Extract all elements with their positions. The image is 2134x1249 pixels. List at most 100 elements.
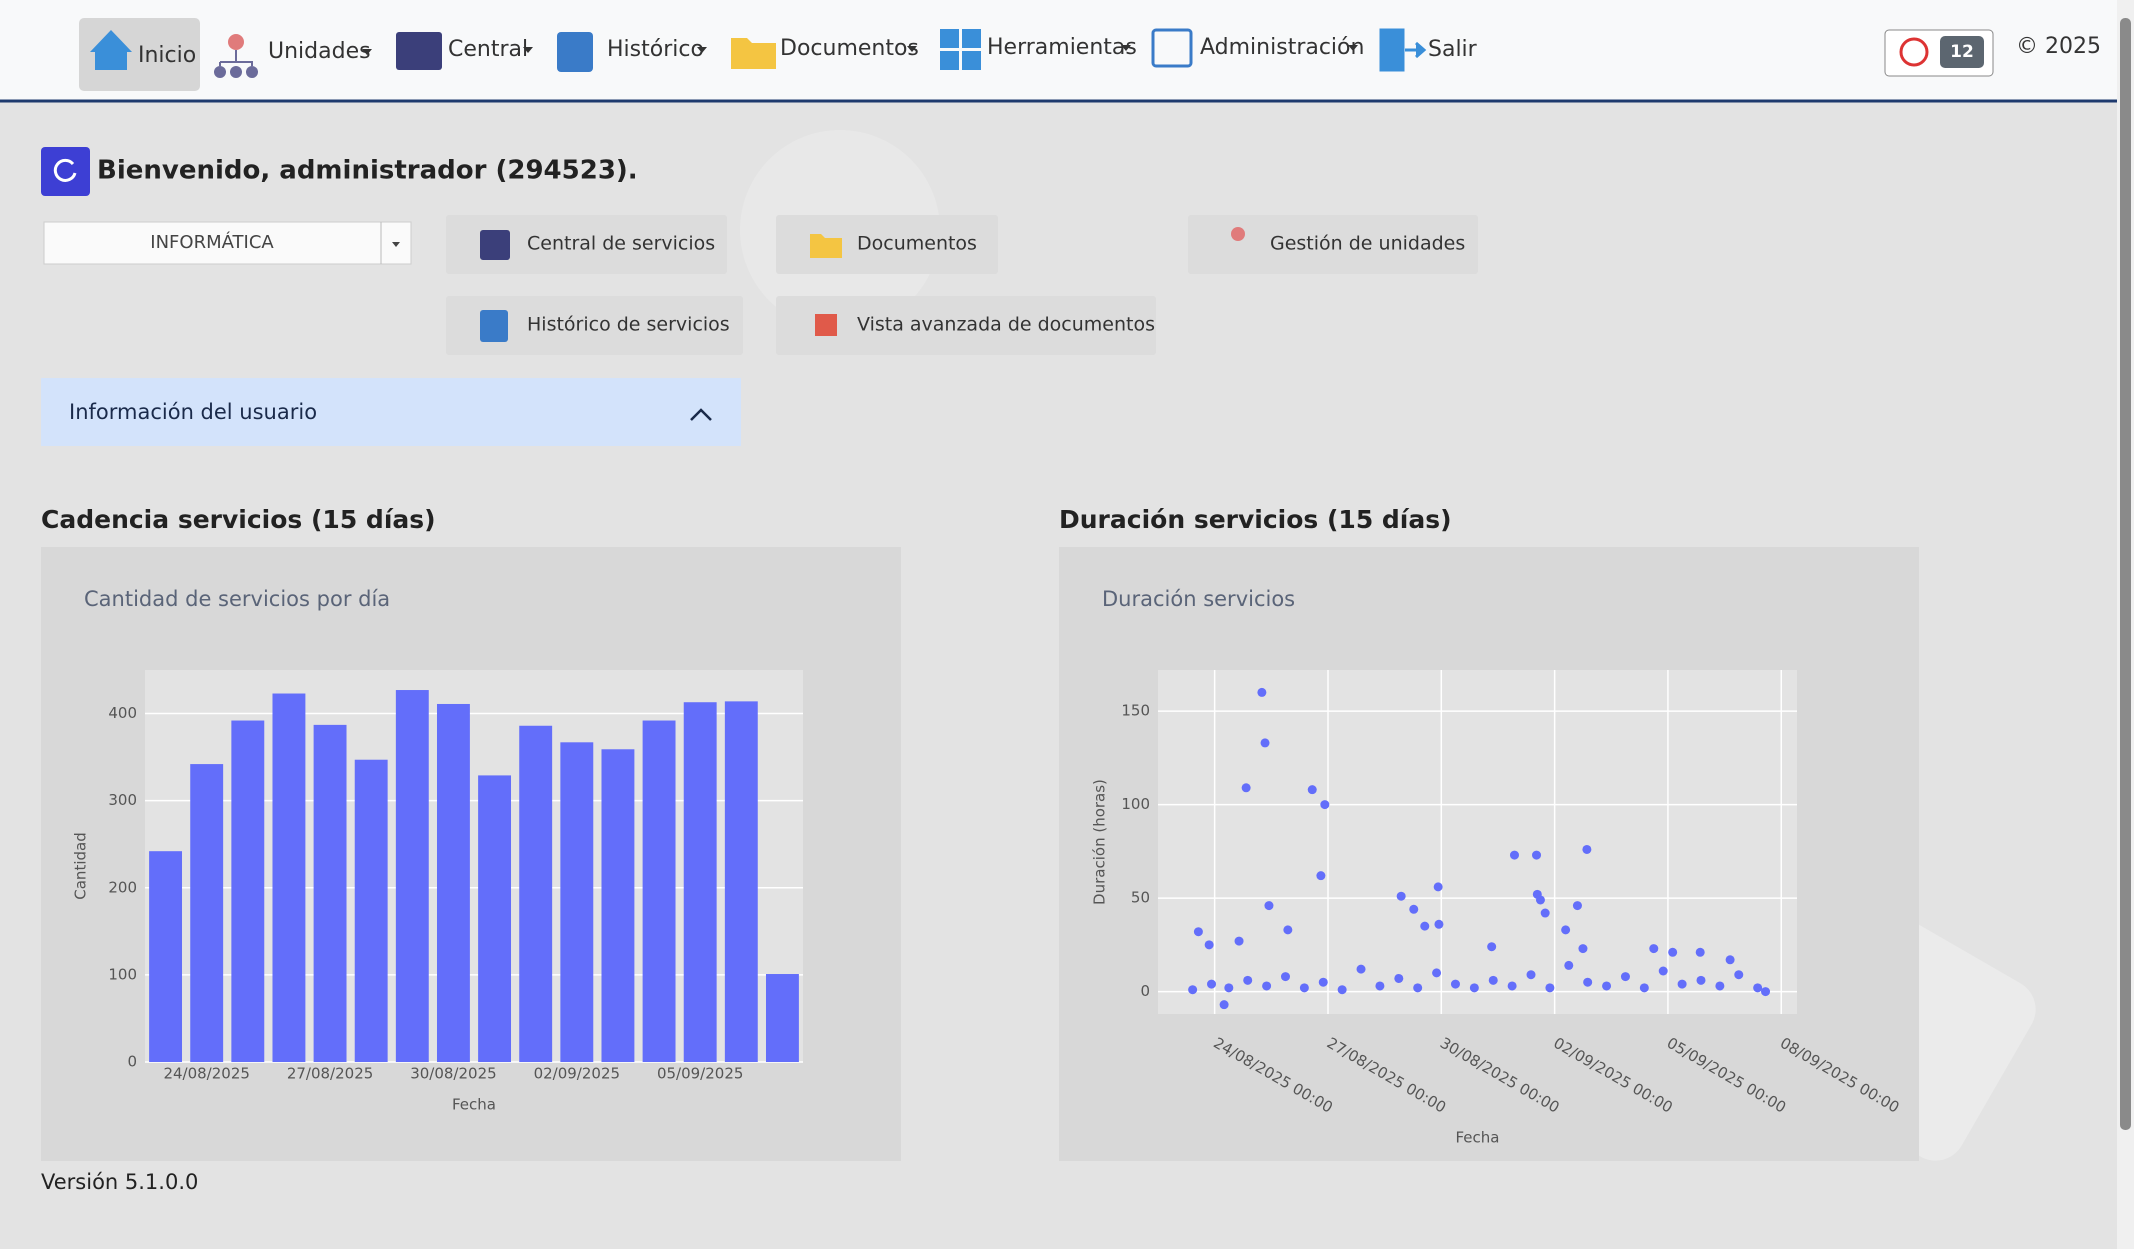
tools-icon — [940, 29, 981, 70]
copyright: © 2025 — [2016, 34, 2101, 59]
y-tick-label: 100 — [108, 965, 137, 983]
bar — [642, 720, 676, 1062]
caret — [907, 46, 917, 52]
admin-icon — [1151, 28, 1193, 68]
point — [1561, 925, 1571, 935]
point — [1620, 972, 1630, 982]
nav-item[interactable]: Herramientas — [987, 35, 1137, 60]
point — [1396, 891, 1406, 901]
section-title: Cadencia servicios (15 días) — [41, 505, 436, 534]
units-icon — [214, 34, 258, 78]
shortcut-label: Central de servicios — [527, 233, 715, 255]
y-axis-label: Duración (horas) — [1091, 779, 1109, 905]
x-tick-label: 24/08/2025 — [163, 1065, 249, 1083]
unit-select-value: INFORMÁTICA — [150, 231, 274, 253]
section-title: Duración servicios (15 días) — [1059, 505, 1452, 534]
point — [1280, 972, 1290, 982]
version: Versión 5.1.0.0 — [41, 1170, 198, 1194]
point — [1320, 800, 1330, 810]
bar — [231, 720, 265, 1062]
point — [1753, 983, 1763, 993]
point — [1602, 981, 1612, 991]
accordion-header[interactable] — [41, 378, 741, 446]
badge-count: 12 — [1950, 42, 1974, 62]
shortcut[interactable] — [776, 215, 998, 274]
point — [1715, 981, 1725, 991]
caret — [1348, 45, 1358, 51]
shortcut[interactable] — [446, 215, 727, 274]
x-tick-label: 30/08/2025 — [410, 1065, 496, 1083]
nav-item[interactable]: Inicio — [138, 43, 196, 68]
shortcut[interactable] — [1188, 215, 1478, 274]
point — [1283, 925, 1293, 935]
nav-item[interactable]: Documentos — [780, 36, 919, 61]
point — [1526, 970, 1536, 980]
bar — [478, 775, 512, 1062]
bar — [354, 759, 388, 1062]
unit-select[interactable] — [43, 221, 412, 265]
nav-item[interactable]: Salir — [1428, 37, 1478, 62]
point — [1207, 979, 1217, 989]
point — [1420, 921, 1430, 931]
point — [1535, 895, 1545, 905]
badge — [1940, 36, 1984, 68]
point — [1507, 981, 1517, 991]
shortcut-label: Documentos — [857, 233, 977, 255]
x-tick-label: 05/09/2025 — [657, 1065, 743, 1083]
shortcut[interactable] — [776, 296, 1156, 355]
point — [1564, 960, 1574, 970]
plot-area — [1158, 670, 1797, 1014]
point — [1262, 981, 1272, 991]
point — [1695, 947, 1705, 957]
accordion-title: Información del usuario — [69, 400, 317, 424]
nav-item[interactable]: Central — [448, 37, 528, 62]
shortcut-label: Histórico de servicios — [527, 314, 730, 336]
bar — [724, 701, 758, 1062]
point — [1337, 985, 1347, 995]
point — [1545, 983, 1555, 993]
point — [1696, 975, 1706, 985]
point — [1582, 844, 1592, 854]
refresh-button[interactable] — [41, 147, 90, 196]
point — [1532, 850, 1542, 860]
bar — [272, 693, 306, 1062]
chevron — [690, 408, 712, 421]
point — [1509, 850, 1519, 860]
point — [1193, 927, 1203, 937]
bar — [560, 742, 594, 1062]
caret — [697, 47, 707, 53]
point — [1469, 983, 1479, 993]
y-tick-label: 100 — [1121, 795, 1150, 813]
nav-item[interactable]: Histórico — [607, 37, 704, 62]
point — [1639, 983, 1649, 993]
point — [1572, 901, 1582, 911]
y-tick-label: 150 — [1121, 702, 1150, 720]
point — [1583, 977, 1593, 987]
point — [1299, 983, 1309, 993]
point — [1224, 983, 1234, 993]
bar — [395, 690, 429, 1062]
bar — [190, 764, 224, 1062]
y-tick-label: 300 — [108, 791, 137, 809]
point — [1488, 975, 1498, 985]
shortcut-icon — [480, 310, 508, 342]
y-tick-label: 200 — [108, 878, 137, 896]
point — [1356, 964, 1366, 974]
historico-icon — [557, 32, 593, 72]
scrollbar-thumb[interactable] — [2120, 18, 2131, 1130]
nav-item[interactable]: Administración — [1200, 35, 1364, 60]
shortcut[interactable] — [446, 296, 743, 355]
chart-title: Duración servicios — [1102, 587, 1295, 611]
refresh-icon — [53, 158, 77, 182]
x-axis-label: Fecha — [452, 1096, 496, 1114]
point — [1219, 1000, 1229, 1010]
point — [1434, 919, 1444, 929]
shortcut-icon — [815, 314, 837, 336]
folder-icon — [731, 38, 776, 69]
caret — [1121, 45, 1131, 51]
point — [1316, 871, 1326, 881]
caret — [392, 242, 400, 247]
nav-item[interactable]: Unidades — [268, 39, 371, 64]
central-icon — [396, 32, 442, 70]
